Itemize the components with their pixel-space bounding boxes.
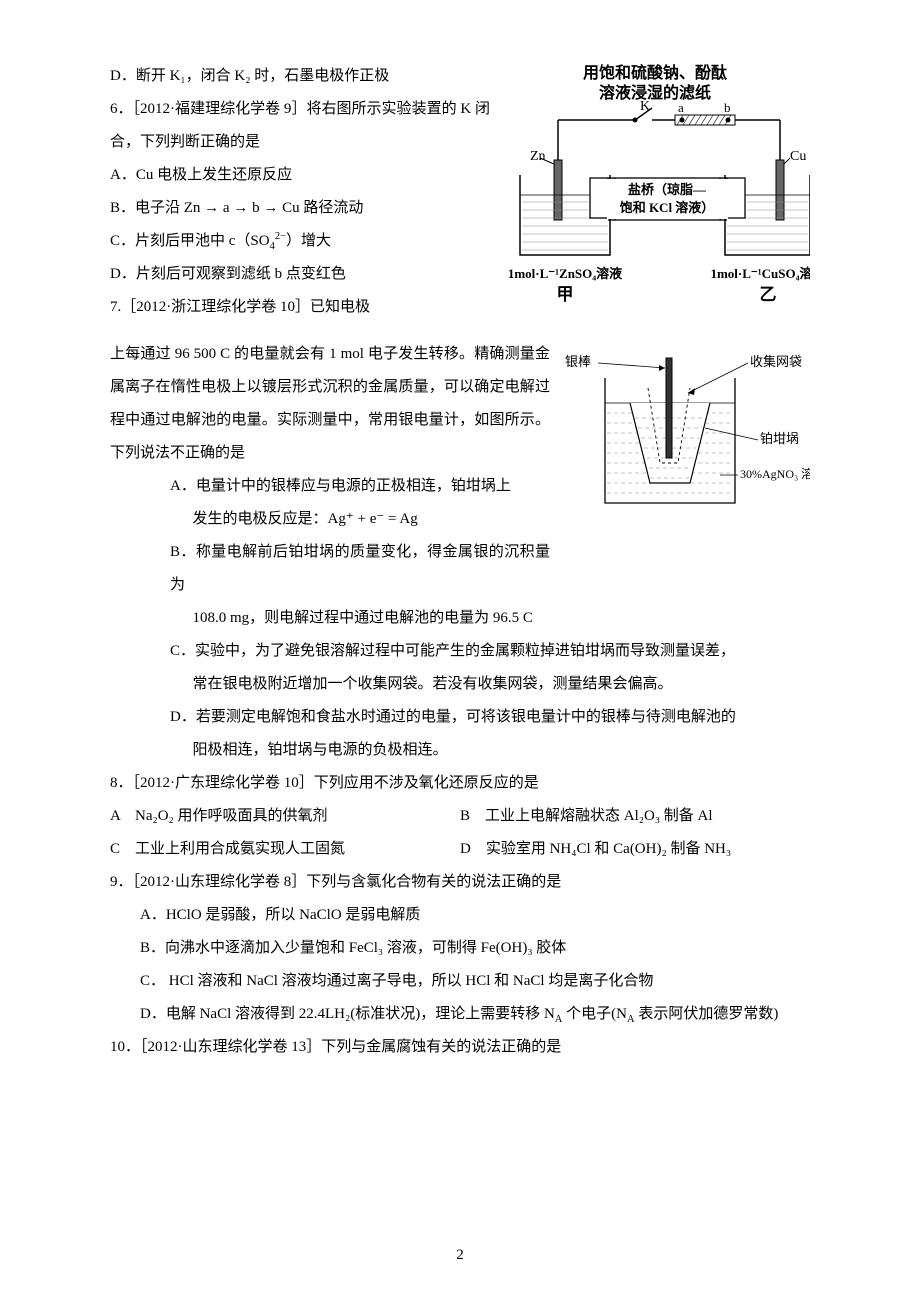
fig7-sol: 30%AgNO₃ 溶液 <box>740 466 810 481</box>
q9-optD-b: 个电子(N <box>562 1006 627 1022</box>
fig6-jia: 甲 <box>557 285 574 304</box>
fig6-cu: Cu <box>790 149 806 164</box>
q9-optD-a: D．电解 NaCl 溶液得到 22.4LH₂(标准状况)，理论上需要转移 N <box>140 1006 555 1022</box>
q7-optC-a: C．实验中，为了避免银溶解过程中可能产生的金属颗粒掉进铂坩埚而导致测量误差， <box>110 635 810 668</box>
fig6-bridge1: 盐桥（琼脂— <box>628 182 707 197</box>
q7-optD-b: 阳极相连，铂坩埚与电源的负极相连。 <box>110 734 810 767</box>
fig7-pt: 铂坩埚 <box>760 431 799 446</box>
page-number: 2 <box>0 1239 920 1272</box>
q9-optD: D．电解 NaCl 溶液得到 22.4LH₂(标准状况)，理论上需要转移 NA … <box>110 998 810 1031</box>
fig6-title2: 溶液浸湿的滤纸 <box>599 83 711 102</box>
fig6-title1: 用饱和硫酸钠、酚酞 <box>583 63 727 82</box>
q9-optD-c: 表示阿伏加德罗常数) <box>635 1006 779 1022</box>
q7-optB-a: B．称量电解前后铂坩埚的质量变化，得金属银的沉积量为 <box>110 536 810 602</box>
q9-optC: C． HCl 溶液和 NaCl 溶液均通过离子导电，所以 HCl 和 NaCl … <box>110 965 810 998</box>
q6-optC-post: ）增大 <box>286 233 331 249</box>
q8-optC: C 工业上利用合成氨实现人工固氮 <box>110 833 460 866</box>
q7-optC-b: 常在银电极附近增加一个收集网袋。若没有收集网袋，测量结果会偏高。 <box>110 668 810 701</box>
q9-stem: 9．［2012·山东理综化学卷 8］下列与含氯化合物有关的说法正确的是 <box>110 866 810 899</box>
fig7-ag: 银棒 <box>565 354 591 369</box>
fig6-yi: 乙 <box>760 285 777 304</box>
fig6-rightsol: 1mol·L⁻¹CuSO₄溶液 <box>710 266 810 281</box>
q6-optC-pre: C．片刻后甲池中 c（SO <box>110 233 270 249</box>
q9-optA: A．HClO 是弱酸，所以 NaClO 是弱电解质 <box>110 899 810 932</box>
q6-figure: 用饱和硫酸钠、酚酞 溶液浸湿的滤纸 K <box>500 60 810 328</box>
q9-optB: B．向沸水中逐滴加入少量饱和 FeCl₃ 溶液，可制得 Fe(OH)₃ 胶体 <box>110 932 810 965</box>
q10-stem: 10．［2012·山东理综化学卷 13］下列与金属腐蚀有关的说法正确的是 <box>110 1031 810 1064</box>
q8-row1: A Na₂O₂ 用作呼吸面具的供氧剂 B 工业上电解熔融状态 Al₂O₃ 制备 … <box>110 800 810 833</box>
q7-optD-a: D．若要测定电解饱和食盐水时通过的电量，可将该银电量计中的银棒与待测电解池的 <box>110 701 810 734</box>
q7-optB-b: 108.0 mg，则电解过程中通过电解池的电量为 96.5 C <box>110 602 810 635</box>
fig7-net: 收集网袋 <box>750 354 802 369</box>
fig6-a: a <box>678 100 684 115</box>
q8-stem: 8．［2012·广东理综化学卷 10］下列应用不涉及氧化还原反应的是 <box>110 767 810 800</box>
q8-row2: C 工业上利用合成氨实现人工固氮 D 实验室用 NH₄Cl 和 Ca(OH)₂ … <box>110 833 810 866</box>
q9-subA2: A <box>627 1014 635 1025</box>
fig6-bridge2: 饱和 KCl 溶液） <box>619 200 715 215</box>
fig6-zn: Zn <box>530 149 546 164</box>
q8-optA: A Na₂O₂ 用作呼吸面具的供氧剂 <box>110 800 460 833</box>
fig6-leftsol: 1mol·L⁻¹ZnSO₄溶液 <box>508 266 622 281</box>
q8-optB: B 工业上电解熔融状态 Al₂O₃ 制备 Al <box>460 800 810 833</box>
q8-optD: D 实验室用 NH₄Cl 和 Ca(OH)₂ 制备 NH₃ <box>460 833 810 866</box>
q7-figure: 银棒 收集网袋 铂坩埚 30%AgNO₃ 溶液 <box>560 348 810 531</box>
fig6-k: K <box>640 99 650 114</box>
q6-optC-sub: 4 <box>270 241 275 252</box>
fig6-b: b <box>724 100 731 115</box>
q6-optC-sup: 2− <box>275 231 286 242</box>
